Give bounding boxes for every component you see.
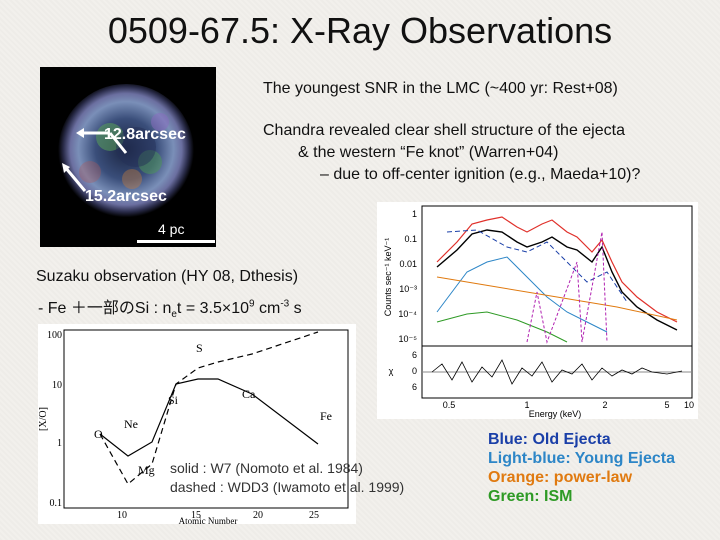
legend-power-law: Orange: power-law xyxy=(488,469,633,486)
abundance-ylabel: [X/O] xyxy=(38,407,49,431)
ionization-end: s xyxy=(289,300,302,317)
abundance-xlabel: Atomic Number xyxy=(179,516,238,524)
chi-tick-1: 0 xyxy=(412,366,417,376)
abund-xtick-0: 10 xyxy=(117,510,127,521)
residual-data xyxy=(431,359,683,385)
element-si: Si xyxy=(168,393,179,407)
slide-title: 0509-67.5: X-Ray Observations xyxy=(107,10,613,51)
spec-ytick-5: 1 xyxy=(412,209,417,219)
arc-label-a: 12.8arcsec xyxy=(104,126,186,143)
ionization-mid: t = 3.5×10 xyxy=(176,300,249,317)
spec-ytick-4: 0.1 xyxy=(404,234,417,244)
ionization-unit: cm xyxy=(254,300,281,317)
element-ne: Ne xyxy=(124,417,138,431)
spec-xtick-0: 0.5 xyxy=(443,400,456,410)
abund-ytick-1: 10 xyxy=(52,380,62,391)
ism-curve xyxy=(436,311,568,343)
abundance-figure: 100 10 1 0.1 [X/O] 10 15 20 25 Atomic Nu… xyxy=(38,324,356,526)
abundance-frame xyxy=(63,329,349,509)
residual-ylabel: χ xyxy=(389,366,394,376)
legend-dashed: dashed : WDD3 (Iwamoto et al. 1999) xyxy=(170,479,405,495)
xray-spectrum-figure: 10⁻⁵ 10⁻⁴ 10⁻³ 0.01 0.1 1 6 0 6 Counts s… xyxy=(377,202,698,419)
model-legend: solid : W7 (Nomoto et al. 1984) dashed :… xyxy=(170,459,404,497)
element-ca: Ca xyxy=(242,387,256,401)
legend-solid: solid : W7 (Nomoto et al. 1984) xyxy=(170,460,363,476)
spec-xtick-4: 10 xyxy=(684,400,694,410)
element-s: S xyxy=(196,341,203,355)
component-legend: Blue: Old Ejecta Light-blue: Young Eject… xyxy=(488,430,675,506)
arc-label-b: 15.2arcsec xyxy=(85,188,167,205)
youngest-snr-text: The youngest SNR in the LMC (~400 yr: Re… xyxy=(263,80,618,97)
ionization-text: - Fe ＋一部のSi : net = 3.5×109 cm-3 s xyxy=(38,294,302,321)
spec-ytick-3: 0.01 xyxy=(399,259,417,269)
spec-ytick-0: 10⁻⁵ xyxy=(399,334,418,344)
spectrum-ylabel: Counts sec⁻¹ keV⁻¹ xyxy=(383,238,393,317)
young-ejecta-curve xyxy=(436,256,608,333)
spec-ytick-1: 10⁻⁴ xyxy=(398,309,417,319)
spec-xtick-3: 5 xyxy=(664,400,669,410)
spectrum-plot: 10⁻⁵ 10⁻⁴ 10⁻³ 0.01 0.1 1 6 0 6 Counts s… xyxy=(383,205,694,419)
ionization-prefix: - Fe ＋一部のSi : n xyxy=(38,300,172,317)
abund-ytick-3: 0.1 xyxy=(50,498,63,509)
legend-old-ejecta: Blue: Old Ejecta xyxy=(488,431,611,448)
scale-bar xyxy=(137,240,215,243)
old-ejecta-curve xyxy=(446,229,628,303)
scale-label: 4 pc xyxy=(158,221,185,237)
power-law-curve xyxy=(436,276,678,321)
xray-image xyxy=(40,67,216,247)
abund-xtick-3: 25 xyxy=(309,510,319,521)
spec-ytick-2: 10⁻³ xyxy=(399,284,417,294)
spectrum-black-data xyxy=(436,229,678,331)
chandra-text-3: – due to off-center ignition (e.g., Maed… xyxy=(320,166,641,183)
spectrum-red-data xyxy=(436,216,678,323)
wdd3-dashed-line xyxy=(99,331,319,485)
element-mg: Mg xyxy=(138,463,155,477)
chandra-text-1: Chandra revealed clear shell structure o… xyxy=(263,122,625,139)
spectrum-xlabel: Energy (keV) xyxy=(529,409,582,419)
w7-solid-line xyxy=(99,378,319,457)
chandra-text-2: & the western “Fe knot” (Warren+04) xyxy=(298,144,559,161)
legend-young-ejecta: Light-blue: Young Ejecta xyxy=(488,450,675,467)
spec-xtick-2: 2 xyxy=(602,400,607,410)
chi-tick-0: 6 xyxy=(412,350,417,360)
chi-tick-2: 6 xyxy=(412,382,417,392)
snr-shell-graphic xyxy=(58,84,194,220)
abund-xtick-1: 15 xyxy=(191,510,201,521)
magenta-curve xyxy=(526,231,608,344)
element-fe: Fe xyxy=(320,409,332,423)
legend-ism: Green: ISM xyxy=(488,488,573,505)
spectrum-frame xyxy=(421,205,693,347)
element-o: O xyxy=(94,427,103,441)
ionization-unit-exp: -3 xyxy=(280,298,290,310)
ionization-sub: e xyxy=(171,309,177,321)
abund-xtick-2: 20 xyxy=(253,510,263,521)
abund-ytick-2: 1 xyxy=(57,438,62,449)
suzaku-text: Suzaku observation (HY 08, Dthesis) xyxy=(36,268,299,285)
spec-xtick-1: 1 xyxy=(524,400,529,410)
ionization-exp: 9 xyxy=(248,298,255,310)
abund-ytick-0: 100 xyxy=(47,330,62,341)
abundance-plot: 100 10 1 0.1 [X/O] 10 15 20 25 Atomic Nu… xyxy=(38,329,349,526)
